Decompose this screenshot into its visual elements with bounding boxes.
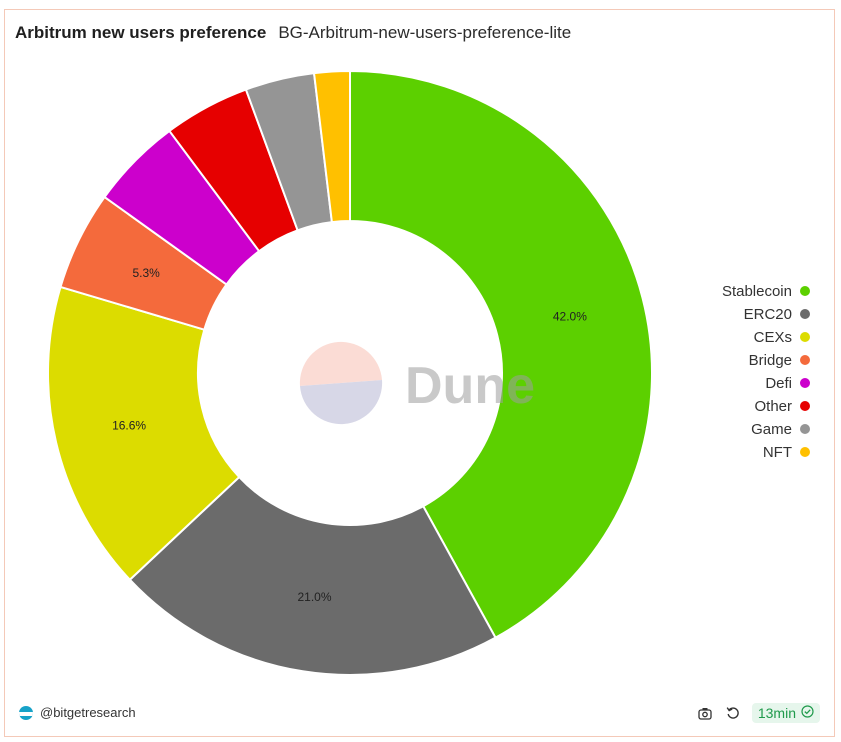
data-label-bridge: 5.3% — [132, 266, 160, 280]
footer-actions: 13min — [696, 703, 820, 723]
footer-account[interactable]: @bitgetresearch — [19, 705, 136, 720]
chart-card: Arbitrum new users preference BG-Arbitru… — [4, 9, 835, 737]
legend-dot — [800, 309, 810, 319]
legend-item-other[interactable]: Other — [754, 397, 810, 415]
camera-icon[interactable] — [696, 704, 714, 722]
chart-title: Arbitrum new users preference — [15, 23, 267, 42]
dune-watermark: Dune — [299, 341, 535, 425]
legend-dot — [800, 355, 810, 365]
avatar — [19, 705, 33, 720]
legend-item-erc20[interactable]: ERC20 — [744, 305, 810, 323]
legend-label: Bridge — [748, 351, 792, 369]
chart-subtitle: BG-Arbitrum-new-users-preference-lite — [278, 23, 572, 42]
legend-label: Stablecoin — [721, 282, 792, 300]
legend-label: ERC20 — [743, 305, 792, 323]
chart-legend: Stablecoin ERC20 CEXs Bridge Defi Other Game NF… — [722, 282, 810, 461]
slice-nft[interactable] — [312, 69, 351, 224]
legend-dot — [800, 424, 810, 434]
legend-dot — [800, 401, 810, 411]
slice-erc20[interactable] — [128, 475, 497, 676]
legend-item-bridge[interactable]: Bridge — [749, 351, 810, 369]
legend-item-game[interactable]: Game — [751, 420, 810, 438]
donut-chart: 42.0% 21.0% 16.6% 5.3% Dune — [47, 69, 653, 676]
legend-dot — [800, 447, 810, 457]
legend-item-nft[interactable]: NFT — [763, 443, 810, 461]
legend-item-stablecoin[interactable]: Stablecoin — [722, 282, 810, 300]
data-label-cexs: 16.6% — [112, 418, 146, 432]
freshness-label: 13min — [757, 705, 796, 721]
legend-label: Game — [751, 420, 792, 438]
slice-stablecoin[interactable] — [349, 69, 653, 640]
data-label-stablecoin: 42.0% — [553, 310, 587, 324]
legend-label: CEXs — [753, 328, 792, 346]
legend-dot — [800, 332, 810, 342]
freshness-badge[interactable]: 13min — [751, 703, 820, 723]
watermark-text: Dune — [405, 357, 535, 415]
legend-label: NFT — [762, 443, 792, 461]
check-circle-icon — [801, 705, 814, 721]
account-handle: @bitgetresearch — [40, 705, 136, 720]
legend-dot — [800, 286, 810, 296]
refresh-icon[interactable] — [724, 704, 742, 722]
data-label-erc20: 21.0% — [297, 590, 331, 604]
slice-cexs[interactable] — [47, 285, 241, 582]
legend-item-defi[interactable]: Defi — [765, 374, 810, 392]
legend-item-cexs[interactable]: CEXs — [754, 328, 810, 346]
legend-label: Defi — [765, 374, 792, 392]
chart-header: Arbitrum new users preference BG-Arbitru… — [15, 23, 571, 43]
legend-dot — [800, 378, 810, 388]
legend-label: Other — [754, 397, 792, 415]
